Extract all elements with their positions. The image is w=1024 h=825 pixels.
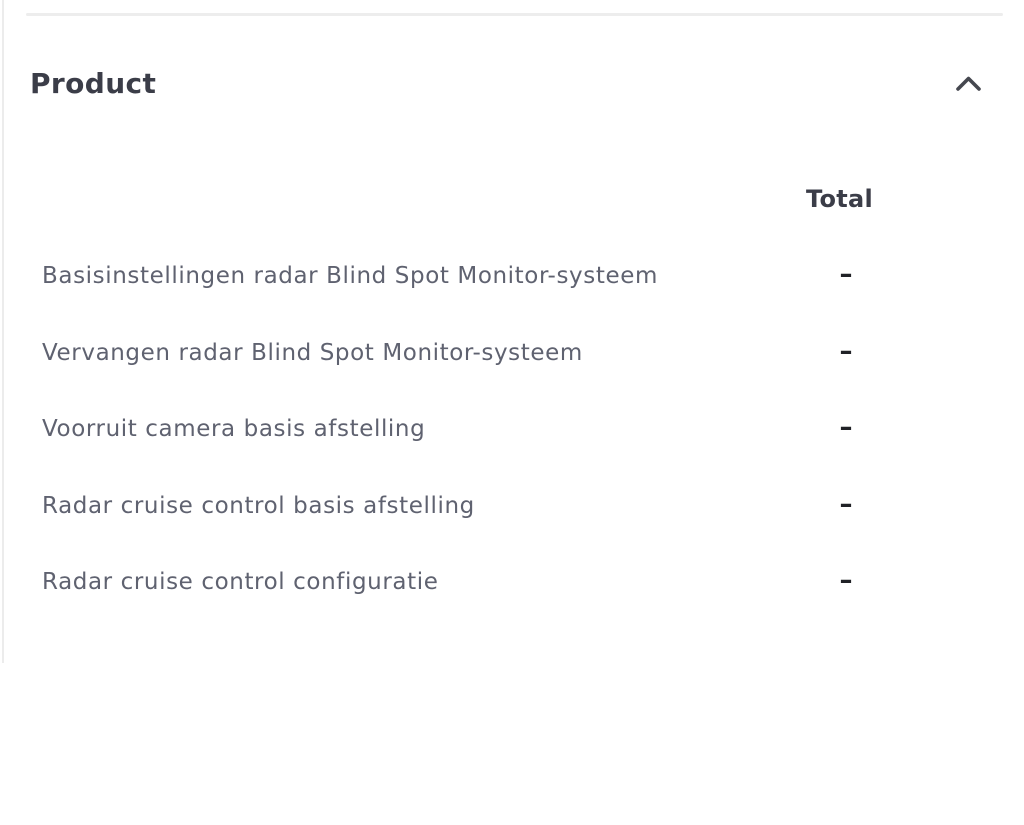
product-name: Radar cruise control basis afstelling [42, 492, 475, 519]
chevron-up-icon [956, 76, 981, 91]
total-value: – [839, 412, 853, 443]
table-row: Radar cruise control configuratie – [42, 544, 1024, 621]
total-value: – [839, 259, 853, 290]
section-header: Product [30, 62, 993, 104]
product-name: Radar cruise control configuratie [42, 569, 439, 596]
total-value: – [839, 489, 853, 520]
section-top-divider [26, 13, 1003, 16]
product-name: Vervangen radar Blind Spot Monitor-syste… [42, 339, 583, 366]
section-title: Product [30, 66, 157, 100]
total-value: – [839, 565, 853, 596]
collapse-section-button[interactable] [951, 71, 986, 96]
product-table: Basisinstellingen radar Blind Spot Monit… [42, 238, 1024, 621]
product-name: Voorruit camera basis afstelling [42, 416, 426, 443]
product-name: Basisinstellingen radar Blind Spot Monit… [42, 263, 658, 290]
total-value: – [839, 336, 853, 367]
table-row: Radar cruise control basis afstelling – [42, 468, 1024, 545]
table-row: Voorruit camera basis afstelling – [42, 391, 1024, 468]
table-row: Vervangen radar Blind Spot Monitor-syste… [42, 315, 1024, 392]
table-row: Basisinstellingen radar Blind Spot Monit… [42, 238, 1024, 315]
column-header-total: Total [806, 185, 874, 213]
panel-left-border [2, 0, 4, 663]
